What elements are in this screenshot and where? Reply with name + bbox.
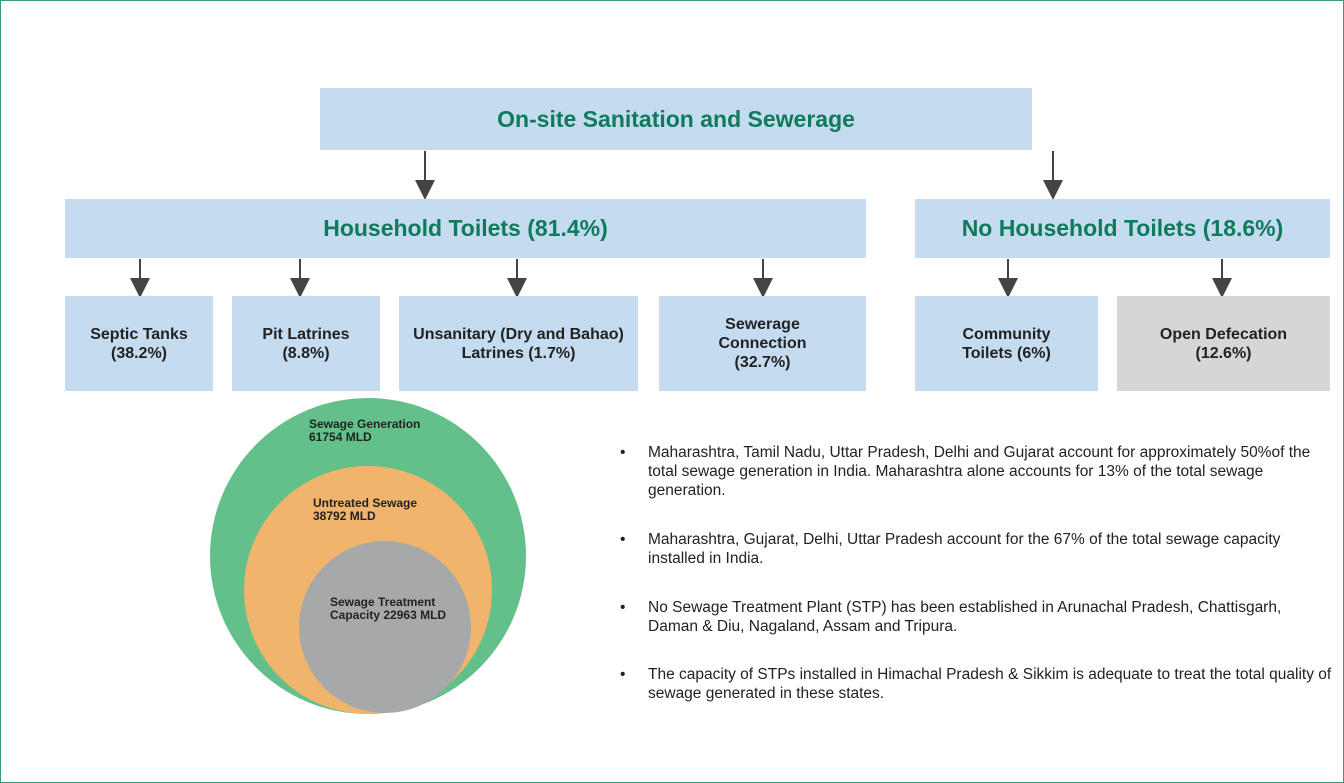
bullet-text: Maharashtra, Gujarat, Delhi, Uttar Prade… (648, 531, 1281, 567)
leaf-node: Community Toilets (6%) (915, 296, 1098, 391)
leaf-node: Sewerage Connection (32.7%) (659, 296, 866, 391)
leaf-node: Unsanitary (Dry and Bahao) Latrines (1.7… (399, 296, 638, 391)
circle-capacity (299, 541, 471, 713)
circle-name: Untreated Sewage (313, 496, 418, 510)
circle-label: Untreated Sewage 38792 MLD (313, 497, 417, 523)
group-node: Household Toilets (81.4%) (65, 199, 866, 258)
circle-value: 61754 MLD (309, 430, 372, 444)
bullet-text: The capacity of STPs installed in Himach… (648, 666, 1332, 702)
circle-value: 38792 MLD (313, 509, 376, 523)
bullet-item: • No Sewage Treatment Plant (STP) has bee… (620, 598, 1332, 636)
leaf-node: Pit Latrines (8.8%) (232, 296, 380, 391)
circle-value: 22963 MLD (383, 608, 447, 622)
circle-name: Sewage Generation (309, 417, 421, 431)
circle-name: Sewage Treatment Capacity (330, 595, 436, 622)
bullet-item: • Maharashtra, Gujarat, Delhi, Uttar Prad… (620, 530, 1332, 568)
circle-label: Sewage Generation 61754 MLD (309, 418, 420, 444)
root-node: On-site Sanitation and Sewerage (320, 88, 1032, 150)
arrows (130, 151, 1232, 298)
circle-label: Sewage Treatment Capacity 22963 MLD (330, 596, 460, 622)
bullet-item: • Maharashtra, Tamil Nadu, Uttar Pradesh,… (620, 443, 1332, 500)
bullet-item: • The capacity of STPs installed in Himac… (620, 666, 1332, 702)
bullet-text: No Sewage Treatment Plant (STP) has been… (648, 599, 1282, 635)
group-node: No Household Toilets (18.6%) (915, 199, 1330, 258)
leaf-node: Septic Tanks (38.2%) (65, 296, 213, 391)
bullet-text: Maharashtra, Tamil Nadu, Uttar Pradesh, … (648, 444, 1311, 499)
leaf-node: Open Defecation (12.6%) (1117, 296, 1330, 391)
